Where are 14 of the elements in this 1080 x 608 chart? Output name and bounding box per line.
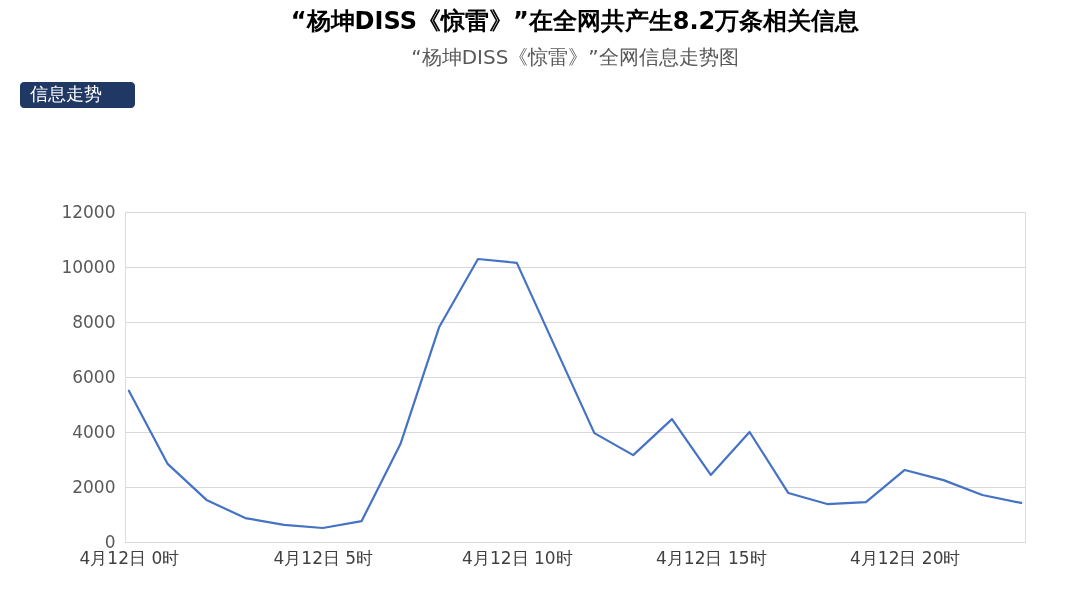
x-tick-label: 4月12日 20时 [850, 547, 961, 568]
chart-title: “杨坤DISS《惊雷》”在全网共产生8.2万条相关信息 [290, 7, 860, 35]
line-series [127, 257, 1023, 530]
x-tick-label: 4月12日 5时 [273, 547, 374, 568]
y-tick-label: 10000 [61, 256, 116, 277]
x-tick-label: 4月12日 10时 [462, 547, 573, 568]
y-tick-label: 12000 [61, 201, 116, 222]
y-tick-label: 8000 [72, 311, 116, 332]
y-tick-label: 2000 [72, 476, 116, 497]
text: 信息走势 [30, 83, 102, 104]
y-tick-label: 4000 [72, 421, 116, 442]
chart-subtitle: “杨坤DISS《惊雷》”全网信息走势图 [411, 45, 739, 69]
x-tick-label: 4月12日 15时 [656, 547, 767, 568]
y-tick-label: 6000 [72, 366, 116, 387]
